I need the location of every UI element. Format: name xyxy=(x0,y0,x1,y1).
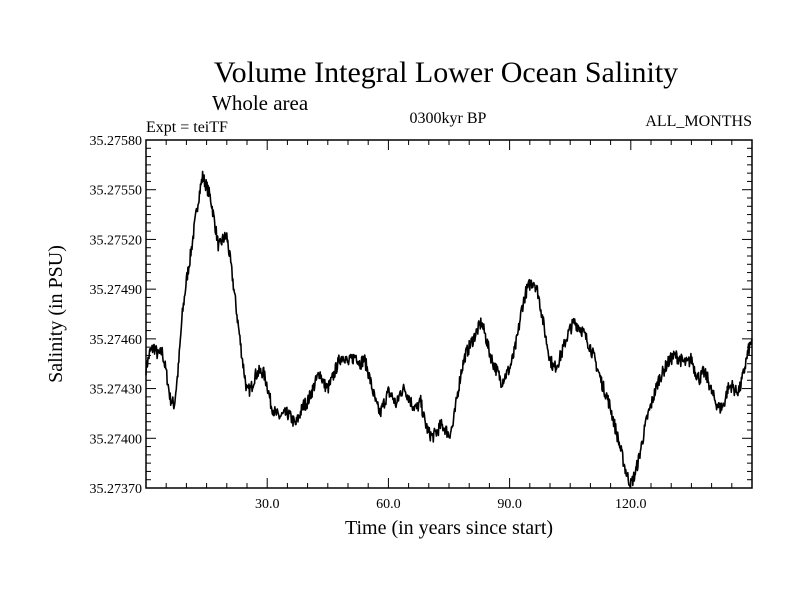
salinity-series-line xyxy=(145,170,753,489)
chart-subtitle: Whole area xyxy=(212,91,309,115)
y-axis-label: Salinity (in PSU) xyxy=(45,245,67,383)
plot-frame xyxy=(145,139,753,489)
x-tick-label: 120.0 xyxy=(615,497,647,512)
y-tick-label: 35.27490 xyxy=(90,283,143,298)
y-tick-label: 35.27550 xyxy=(90,184,143,199)
period-label: 0300kyr BP xyxy=(410,110,487,127)
x-tick-label: 30.0 xyxy=(255,497,280,512)
experiment-label: Expt = teiTF xyxy=(146,119,228,136)
y-tick-label: 35.27370 xyxy=(90,482,143,497)
x-axis-label: Time (in years since start) xyxy=(345,517,553,539)
y-tick-label: 35.27460 xyxy=(90,333,143,348)
tick-labels: 30.0 60.0 90.0 120.0 35.27370 35.27400 35.2743… xyxy=(90,134,647,512)
y-tick-label: 35.27400 xyxy=(90,432,143,447)
months-label: ALL_MONTHS xyxy=(645,113,752,130)
chart-title: Volume Integral Lower Ocean Salinity xyxy=(214,56,678,89)
x-tick-label: 90.0 xyxy=(497,497,522,512)
y-tick-label: 35.27430 xyxy=(90,383,143,398)
x-tick-label: 60.0 xyxy=(376,497,401,512)
y-tick-label: 35.27520 xyxy=(90,233,143,248)
axis-ticks xyxy=(146,140,752,488)
y-tick-label: 35.27580 xyxy=(90,134,143,149)
